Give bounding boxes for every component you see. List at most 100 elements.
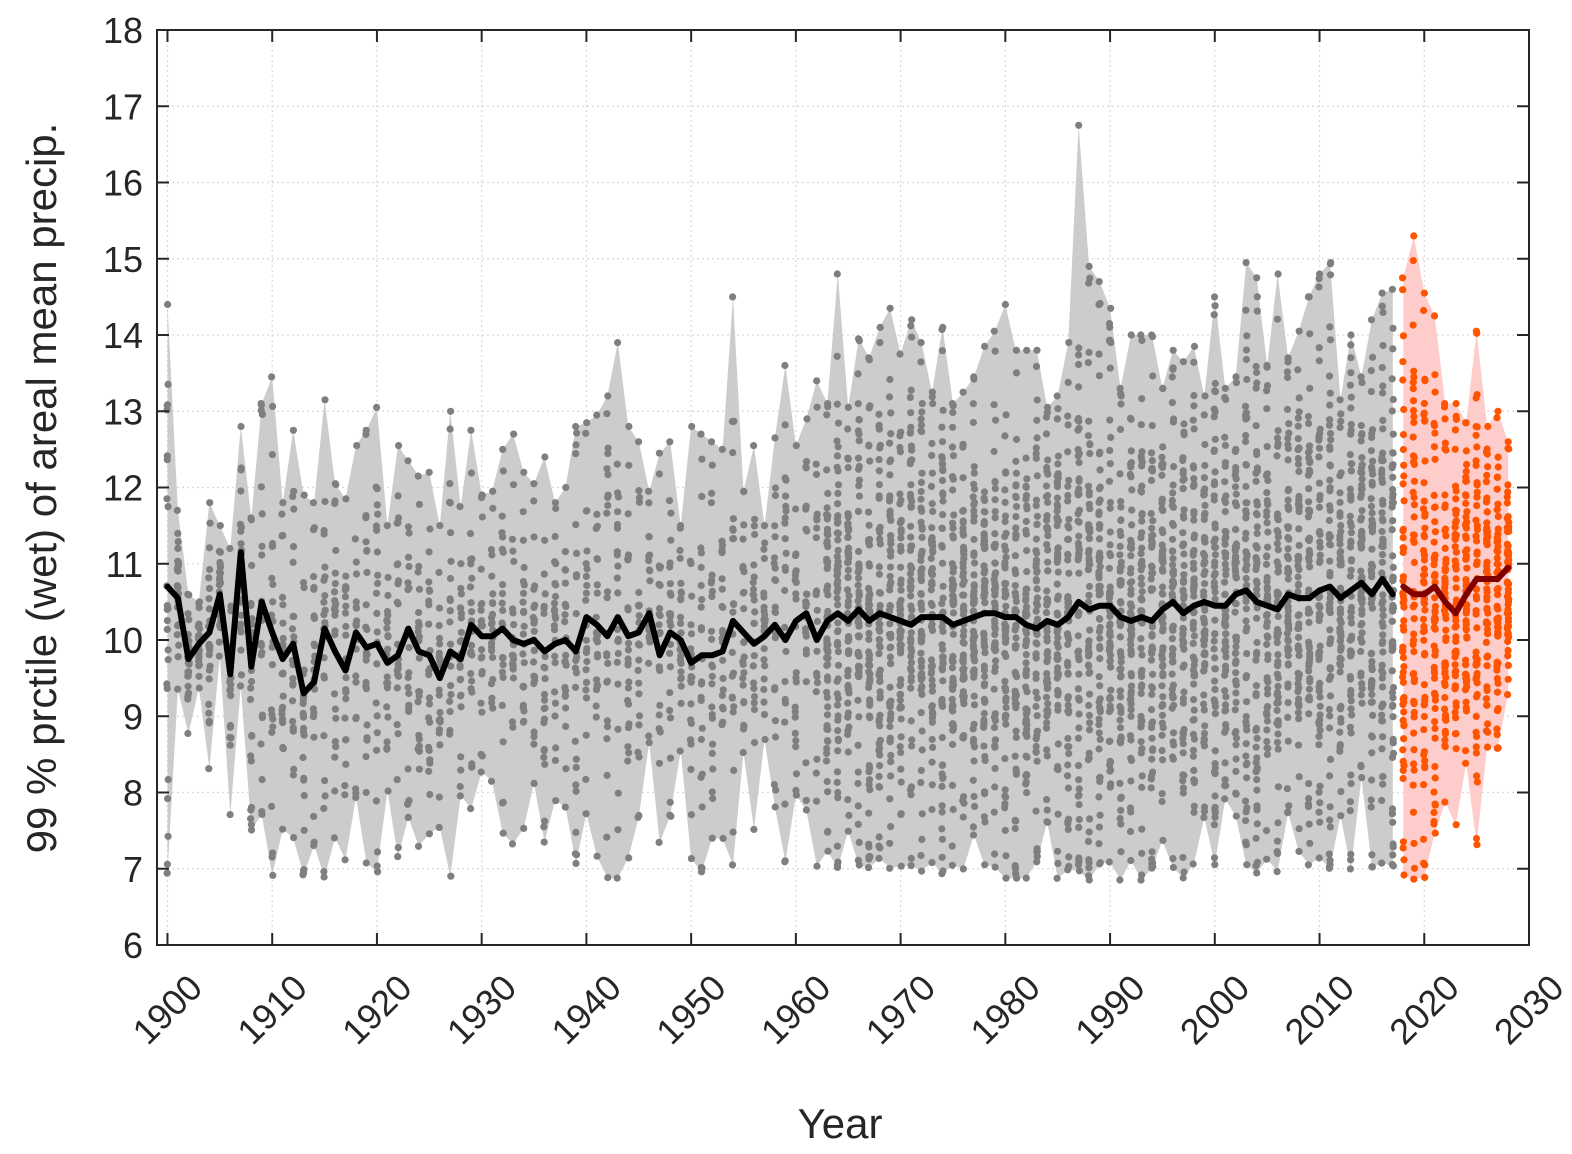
observed-point [184, 693, 192, 701]
observed-point [927, 535, 936, 544]
observed-point [833, 842, 842, 850]
observed-point [1306, 608, 1314, 617]
observed-point [802, 600, 810, 608]
observed-point [719, 629, 727, 637]
observed-point [1231, 649, 1239, 658]
observed-point [938, 853, 946, 861]
observed-point [268, 661, 276, 669]
observed-point [404, 800, 412, 808]
observed-point [1326, 665, 1334, 673]
observed-point [435, 568, 443, 577]
observed-point [1326, 429, 1335, 438]
observed-point [875, 481, 884, 489]
observed-point [624, 555, 632, 563]
observed-point [1179, 587, 1187, 595]
forecast-point [1399, 678, 1407, 686]
observed-point [1294, 454, 1302, 463]
observed-point [1095, 615, 1103, 623]
observed-point [1137, 488, 1146, 496]
observed-point [603, 509, 611, 517]
observed-point [164, 300, 172, 309]
observed-point [237, 620, 245, 628]
observed-point [1211, 435, 1219, 443]
observed-point [885, 606, 894, 614]
observed-point [489, 590, 497, 598]
observed-point [1368, 658, 1376, 666]
observed-point [1075, 449, 1083, 458]
observed-point [383, 673, 391, 681]
observed-point [331, 497, 339, 505]
observed-point [792, 442, 800, 450]
observed-point [1232, 734, 1241, 742]
observed-point [435, 823, 443, 832]
observed-point [1001, 792, 1009, 800]
observed-point [426, 718, 434, 726]
observed-point [487, 546, 495, 554]
observed-point [645, 732, 653, 740]
observed-point [865, 539, 873, 547]
observed-point [446, 730, 454, 738]
observed-point [1096, 859, 1104, 867]
observed-point [321, 606, 329, 614]
observed-point [1190, 358, 1198, 366]
observed-point [782, 647, 790, 656]
observed-point [1064, 601, 1072, 609]
observed-point [1200, 515, 1208, 524]
observed-point [478, 752, 486, 760]
observed-point [1379, 308, 1387, 316]
observed-point [1305, 644, 1313, 652]
observed-point [320, 530, 328, 538]
observed-point [927, 662, 936, 671]
observed-point [1053, 392, 1061, 400]
observed-point [1053, 478, 1061, 486]
observed-point [342, 686, 350, 694]
observed-point [625, 461, 633, 469]
observed-point [981, 788, 989, 796]
observed-point [833, 452, 842, 460]
observed-point [1106, 641, 1114, 650]
observed-point [1105, 564, 1113, 572]
observed-point [572, 859, 580, 868]
observed-point [927, 668, 936, 676]
observed-point [834, 648, 843, 656]
observed-point [812, 769, 820, 777]
observed-point [1023, 568, 1031, 576]
observed-point [1326, 533, 1334, 541]
observed-point [1022, 491, 1031, 499]
observed-point [887, 430, 895, 438]
observed-point [332, 714, 340, 722]
observed-point [1159, 669, 1167, 678]
observed-point [1189, 639, 1197, 648]
observed-point [1263, 737, 1271, 746]
observed-point [834, 500, 842, 508]
observed-point [1032, 742, 1040, 751]
observed-point [363, 568, 371, 577]
observed-point [897, 862, 905, 870]
observed-point [614, 635, 622, 644]
observed-point [404, 765, 412, 773]
observed-point [1232, 657, 1240, 665]
observed-point [540, 823, 548, 831]
observed-point [1137, 550, 1145, 558]
observed-point [1189, 752, 1197, 760]
observed-point [258, 711, 266, 719]
observed-point [394, 600, 402, 608]
observed-point [1138, 651, 1146, 659]
observed-point [1253, 467, 1261, 475]
observed-point [970, 485, 979, 493]
observed-point [446, 708, 454, 716]
observed-point [582, 686, 590, 694]
observed-point [1148, 541, 1156, 549]
observed-point [488, 551, 496, 559]
observed-point [635, 712, 644, 720]
observed-point [1211, 379, 1219, 388]
observed-point [1053, 595, 1062, 603]
observed-point [834, 735, 842, 743]
observed-point [561, 691, 570, 700]
observed-point [373, 609, 381, 618]
observed-point [1054, 847, 1062, 855]
observed-point [1043, 627, 1051, 636]
observed-point [718, 691, 727, 700]
observed-point [1138, 511, 1146, 519]
observed-point [771, 484, 780, 492]
